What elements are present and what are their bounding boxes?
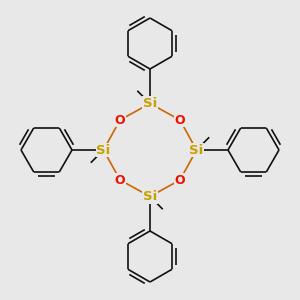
Text: O: O [175,173,185,187]
Text: Si: Si [143,190,157,203]
Text: O: O [115,173,125,187]
Text: O: O [175,113,185,127]
Text: Si: Si [96,143,111,157]
Text: Si: Si [143,97,157,110]
Text: O: O [115,113,125,127]
Text: Si: Si [189,143,204,157]
